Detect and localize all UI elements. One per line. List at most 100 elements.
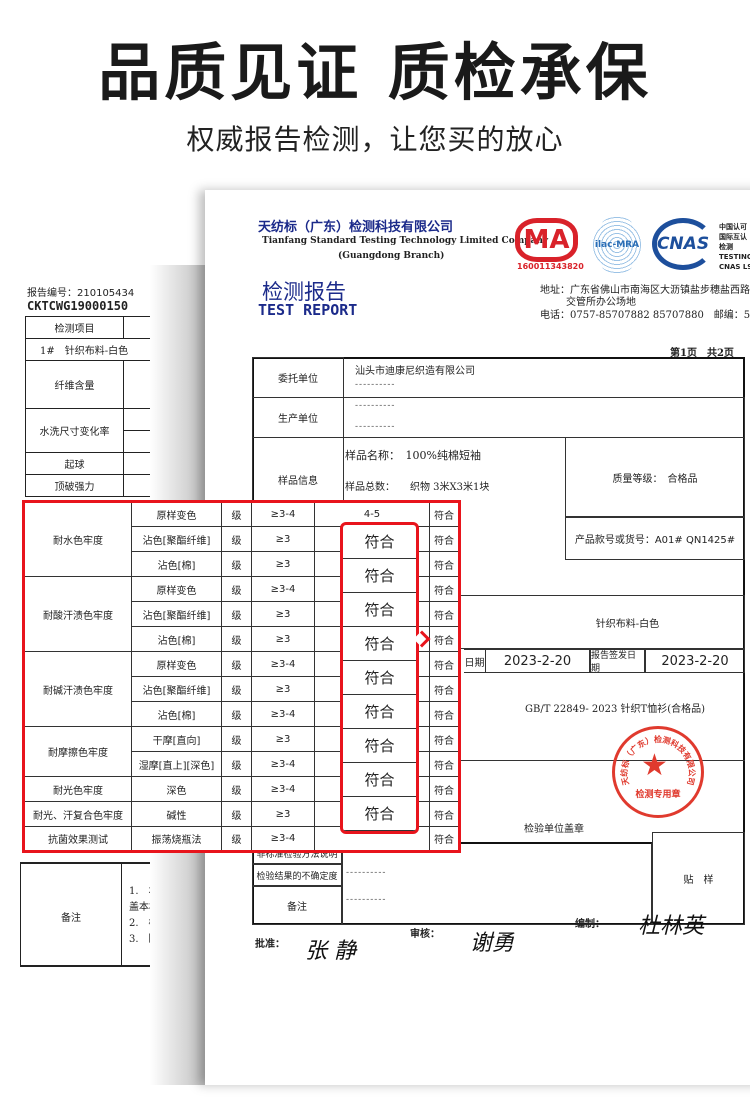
verdict: 符合	[429, 751, 460, 777]
row-item: 纤维含量	[25, 360, 124, 409]
test-item: 耐光色牢度	[23, 776, 132, 802]
address-line-2: 交管所办公场地	[566, 297, 636, 308]
highlight-result: 符合	[343, 661, 416, 695]
test-date-label: 日期	[464, 649, 486, 673]
requirement: ≥3-4	[251, 751, 315, 777]
requirement: ≥3	[251, 626, 315, 652]
verdict: 符合	[429, 626, 460, 652]
highlight-result: 符合	[343, 729, 416, 763]
test-subitem: 振荡烧瓶法	[131, 826, 222, 852]
cnas-text: 中国认可 国际互认 检测 TESTING CNAS L9	[719, 223, 750, 271]
stamp-ring-text: 天纺标（广东）检测科技有限公司	[619, 734, 696, 786]
verdict: 符合	[429, 701, 460, 727]
unit: 级	[221, 801, 252, 827]
unit: 级	[221, 676, 252, 702]
highlight-result: 符合	[343, 525, 416, 559]
sample-description: 针织布料-白色	[430, 595, 745, 649]
verdict: 符合	[429, 776, 460, 802]
test-subitem: 沾色[聚酯纤维]	[131, 526, 222, 552]
test-subitem: 干摩[直向]	[131, 726, 222, 752]
test-item: 耐水色牢度	[23, 501, 132, 577]
highlight-result: 符合	[343, 797, 416, 831]
sample-name: 样品名称： 100%纯棉短袖	[345, 449, 481, 462]
approve-label: 批准：	[255, 939, 285, 950]
unit: 级	[221, 751, 252, 777]
address: 地址：广东省佛山市南海区大沥镇盐步穗盐西路原盐	[540, 285, 750, 296]
highlight-result: 符合	[343, 559, 416, 593]
verdict: 符合	[429, 551, 460, 577]
test-subitem: 原样变色	[131, 501, 222, 527]
verdict: 符合	[429, 801, 460, 827]
highlight-result: 符合	[343, 593, 416, 627]
verdict: 符合	[429, 501, 460, 527]
cnas-logo: CNAS	[652, 218, 714, 270]
report-title-cn: 检测报告	[262, 280, 346, 304]
test-subitem: 湿摩[直上][深色]	[131, 751, 222, 777]
report-number: 报告编号：210105434	[27, 288, 135, 299]
requirement: ≥3	[251, 801, 315, 827]
requirement: ≥3	[251, 676, 315, 702]
test-subitem: 原样变色	[131, 651, 222, 677]
report-title-en: TEST REPORT	[258, 301, 358, 319]
star-icon: ★	[641, 748, 668, 783]
unit: 级	[221, 726, 252, 752]
test-subitem: 沾色[棉]	[131, 551, 222, 577]
page-title: 品质见证 质检承保	[98, 36, 652, 109]
client-label: 委托单位	[252, 357, 344, 398]
highlight-results-box: 符合 符合 符合 符合 符合 符合 符合 符合 符合	[340, 522, 419, 834]
report-code: CKTCWG19000150	[27, 299, 129, 313]
table-row: 耐酸汗渍色牢度 原样变色级 ≥3-4 符合	[23, 576, 460, 652]
verdict: 符合	[429, 651, 460, 677]
test-subitem: 深色	[131, 776, 222, 802]
phone: 电话：0757-85707882 85707880 邮编：528247	[540, 310, 750, 321]
requirement: ≥3-4	[251, 501, 315, 527]
test-item: 耐碱汗渍色牢度	[23, 651, 132, 727]
requirement: ≥3-4	[251, 651, 315, 677]
row-item: 起球	[25, 452, 124, 475]
sample-count: 样品总数： 织物 3米X3米1块	[345, 482, 490, 493]
requirement: ≥3	[251, 526, 315, 552]
requirement: ≥3-4	[251, 576, 315, 602]
company-branch: (Guangdong Branch)	[338, 251, 445, 261]
review-signature: 谢勇	[470, 931, 515, 956]
test-item: 耐摩擦色牢度	[23, 726, 132, 777]
remark-label: 备注	[252, 886, 342, 925]
ilac-mra-logo: ilac-MRA	[593, 216, 641, 274]
verdict: 符合	[429, 676, 460, 702]
compile-signature: 杜林英	[638, 914, 705, 939]
unit: 级	[221, 576, 252, 602]
company-name-en: Tianfang Standard Testing Technology Lim…	[262, 236, 549, 246]
test-date: 2023-2-20	[485, 649, 590, 673]
page-subtitle: 权威报告检测，让您买的放心	[186, 123, 564, 156]
unit: 级	[221, 526, 252, 552]
issue-date-label: 报告签发日期	[590, 649, 645, 674]
unit: 级	[221, 651, 252, 677]
company-name-cn: 天纺标（广东）检测科技有限公司	[258, 220, 454, 235]
unit: 级	[221, 626, 252, 652]
requirement: ≥3-4	[251, 826, 315, 852]
official-stamp: 天纺标（广东）检测科技有限公司 ★ 检测专用章	[612, 726, 704, 818]
approve-signature: 张 静	[305, 939, 356, 964]
remark-label: 备注	[61, 913, 81, 924]
highlight-result: 符合	[343, 763, 416, 797]
verdict: 符合	[429, 726, 460, 752]
uncertainty-label: 检验结果的不确定度	[252, 864, 342, 886]
col-header: 检测项目	[25, 316, 124, 339]
page-indicator: 第1页 共2页	[670, 348, 734, 359]
verdict: 符合	[429, 526, 460, 552]
unit: 级	[221, 501, 252, 527]
review-label: 审核：	[410, 929, 440, 940]
test-subitem: 沾色[棉]	[131, 626, 222, 652]
requirement: ≥3-4	[251, 776, 315, 802]
unit: 级	[221, 776, 252, 802]
unit: 级	[221, 826, 252, 852]
issue-date: 2023-2-20	[645, 649, 745, 673]
requirement: ≥3	[251, 601, 315, 627]
verdict: 符合	[429, 826, 460, 852]
stamp-label: 检测专用章	[635, 790, 681, 800]
unit: 级	[221, 701, 252, 727]
compile-label: 编制：	[575, 919, 605, 930]
seal-label: 检验单位盖章	[524, 824, 584, 835]
unit: 级	[221, 601, 252, 627]
producer-label: 生产单位	[252, 397, 344, 438]
